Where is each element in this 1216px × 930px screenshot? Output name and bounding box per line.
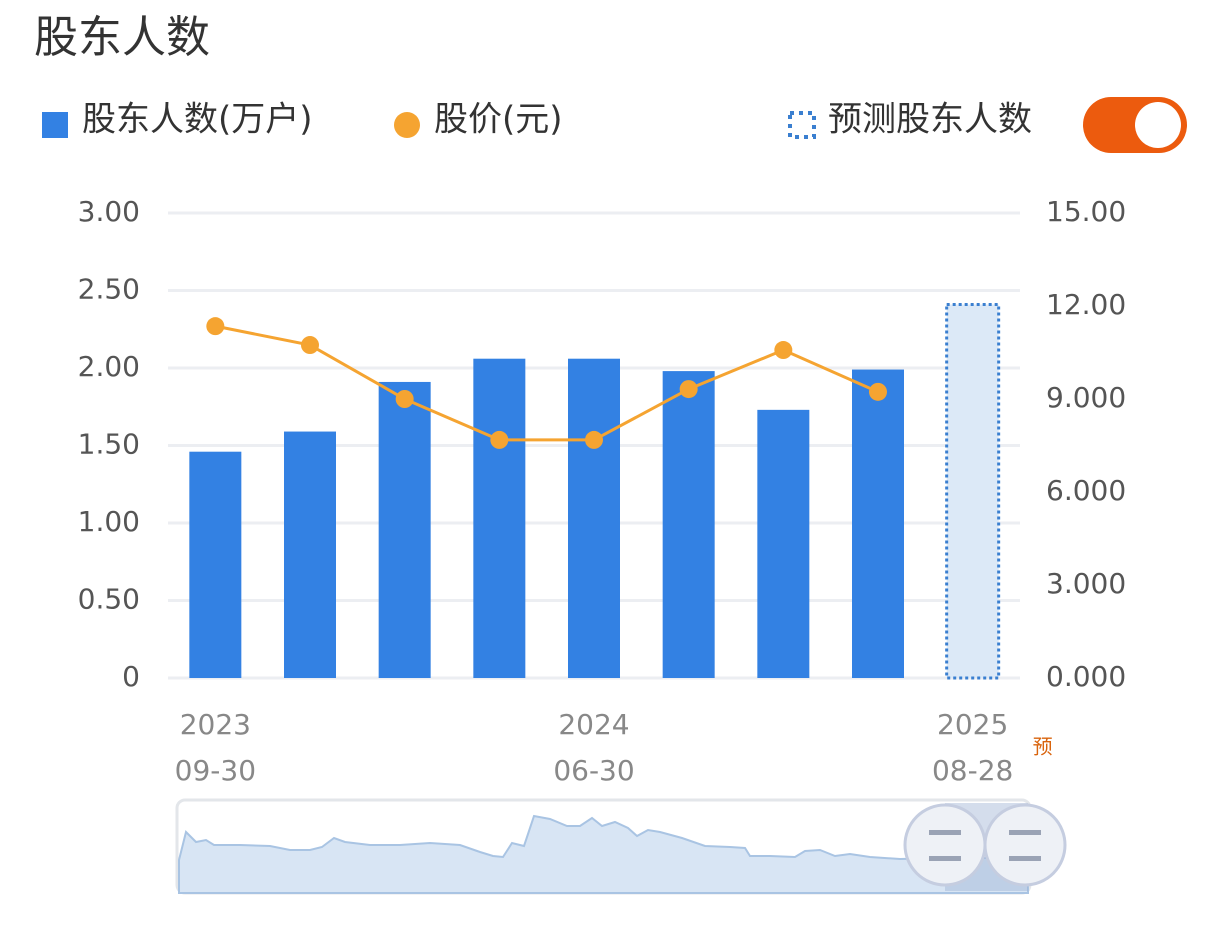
forecast-mark: 预 <box>1033 735 1053 759</box>
y-tick-label: 3.00 <box>78 195 140 228</box>
price-line <box>215 324 879 442</box>
bar <box>284 431 336 678</box>
x-tick-label: 08-28 <box>932 754 1013 787</box>
y2-tick-label: 15.00 <box>1046 195 1126 228</box>
price-dot <box>774 341 793 360</box>
x-tick-label: 2025 <box>937 708 1008 741</box>
y2-tick-label: 3.000 <box>1046 567 1126 600</box>
y2-tick-label: 12.00 <box>1046 288 1126 321</box>
price-dot <box>206 317 225 336</box>
bar <box>473 358 526 678</box>
bar <box>189 451 242 678</box>
x-tick-label: 09-30 <box>175 754 256 787</box>
y-tick-label: 1.50 <box>78 428 140 461</box>
forecast-bar <box>945 302 1001 680</box>
legend-item[interactable]: 股东人数(万户) <box>42 100 313 140</box>
bar <box>378 381 431 678</box>
price-dot <box>301 336 319 355</box>
navigator[interactable] <box>175 798 1067 895</box>
price-dot <box>869 382 887 401</box>
y-tick-label: 1.00 <box>78 505 140 538</box>
y-tick-label: 2.00 <box>78 350 140 383</box>
legend-item[interactable]: 预测股东人数 <box>788 100 1032 140</box>
price-dot <box>395 390 414 408</box>
navigator-handle-left[interactable] <box>903 803 987 887</box>
chart-title: 股东人数 <box>34 12 210 63</box>
y2-tick-label: 0.000 <box>1046 660 1126 693</box>
y-tick-label: 0 <box>122 660 140 693</box>
bar <box>757 409 810 678</box>
legend-item[interactable]: 股价(元) <box>394 100 563 140</box>
x-tick-label: 06-30 <box>553 754 634 787</box>
navigator-handle-right[interactable] <box>983 803 1067 887</box>
x-tick-label: 2023 <box>180 708 251 741</box>
bar <box>662 371 715 678</box>
bar <box>568 358 620 678</box>
y2-tick-label: 9.000 <box>1046 381 1126 414</box>
price-dot <box>585 430 603 449</box>
forecast-toggle[interactable] <box>1083 97 1187 153</box>
bar <box>852 369 904 678</box>
price-dot <box>490 430 509 449</box>
x-tick-label: 2024 <box>558 708 629 741</box>
y2-tick-label: 6.000 <box>1046 474 1126 507</box>
legend-label: 股东人数(万户) <box>82 100 313 140</box>
y-tick-label: 0.50 <box>78 583 140 616</box>
legend-swatch <box>42 112 68 138</box>
price-dot <box>679 380 698 399</box>
legend-swatch <box>788 111 816 139</box>
legend-label: 预测股东人数 <box>828 100 1032 140</box>
legend-swatch <box>394 112 420 138</box>
navigator-sparkline <box>178 814 1029 894</box>
legend-label: 股价(元) <box>434 100 563 140</box>
y-tick-label: 2.50 <box>78 273 140 306</box>
